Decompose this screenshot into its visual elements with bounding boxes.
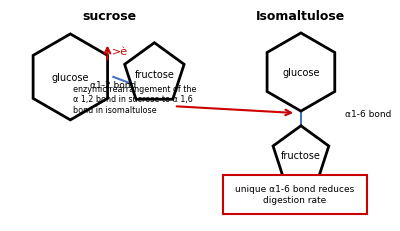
Text: glucose: glucose — [282, 68, 320, 78]
Polygon shape — [273, 126, 329, 179]
Text: glucose: glucose — [52, 73, 89, 82]
FancyBboxPatch shape — [223, 175, 367, 214]
Text: fructose: fructose — [134, 70, 174, 80]
Text: α1-2 bond: α1-2 bond — [90, 80, 136, 89]
Polygon shape — [267, 34, 335, 112]
Text: sucrose: sucrose — [82, 10, 136, 23]
Text: fructose: fructose — [281, 150, 321, 160]
Text: α1-6 bond: α1-6 bond — [345, 109, 391, 118]
Text: >è: >è — [112, 47, 128, 57]
Text: Isomaltulose: Isomaltulose — [256, 10, 346, 23]
Polygon shape — [125, 43, 184, 100]
Text: enzymic rearrangement of the
α 1,2 bond in sucrose to α 1,6
bond in isomaltulose: enzymic rearrangement of the α 1,2 bond … — [73, 84, 197, 114]
Text: unique α1-6 bond reduces
digestion rate: unique α1-6 bond reduces digestion rate — [236, 185, 355, 204]
Polygon shape — [33, 35, 108, 120]
